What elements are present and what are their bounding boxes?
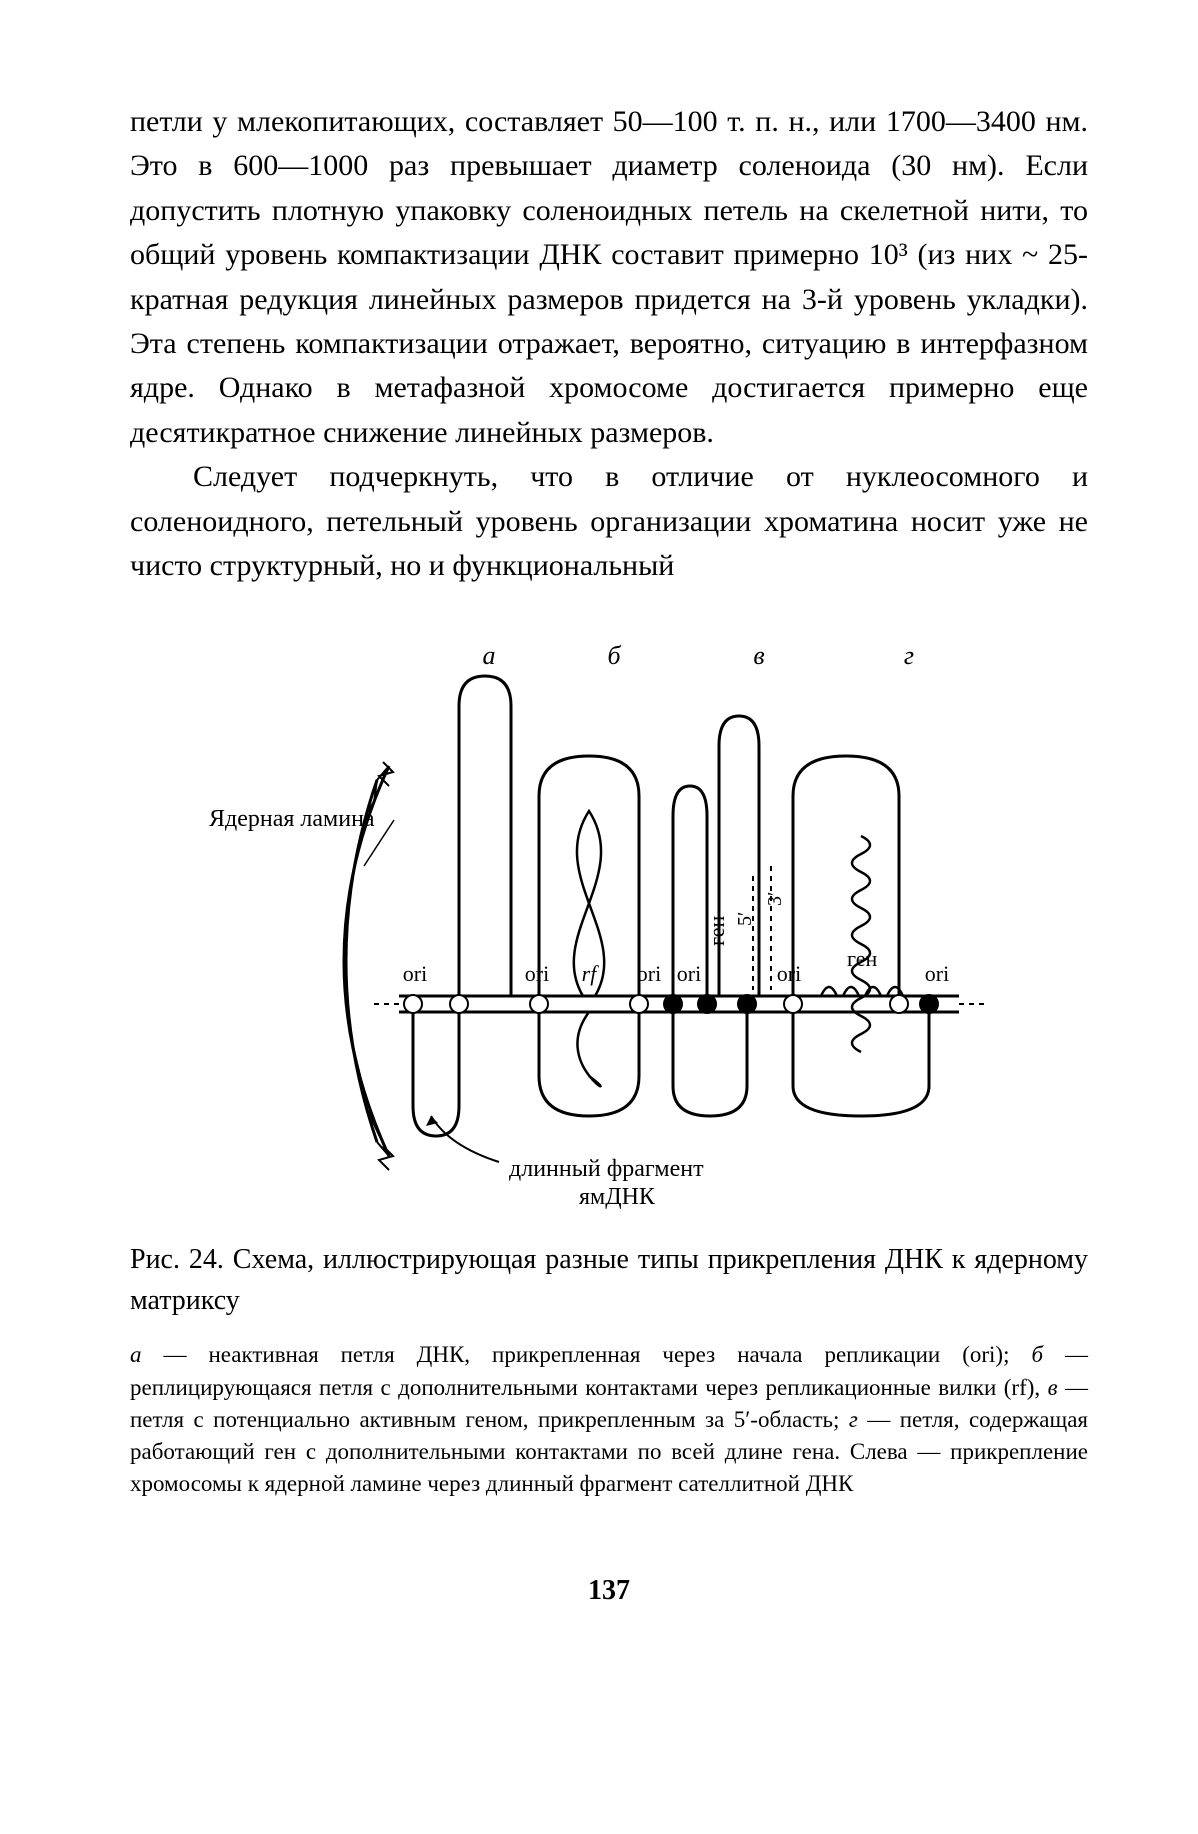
svg-text:ori: ori: [777, 961, 801, 986]
svg-text:ori: ori: [403, 961, 427, 986]
page-number: 137: [130, 1570, 1088, 1611]
figure-svg: абвгЯдерная ламинаoriorioriorioriorirfге…: [199, 616, 1019, 1216]
legend-g: г: [849, 1407, 858, 1432]
svg-text:ген: ген: [847, 946, 877, 971]
legend-a-text: — неактивная петля ДНК, прикрепленная че…: [142, 1342, 1032, 1367]
legend-v: в: [1048, 1375, 1058, 1400]
body-text: петли у млекопитающих, составляет 50—100…: [130, 100, 1088, 588]
figure-caption-main: Рис. 24. Схема, иллюстрирующая разные ти…: [130, 1240, 1088, 1321]
figure-caption-legend: а — неактивная петля ДНК, прикрепленная …: [130, 1339, 1088, 1500]
svg-text:ямДНК: ямДНК: [579, 1184, 656, 1210]
svg-text:ген: ген: [704, 916, 729, 946]
caption-text: Схема, иллюстрирующая разные типы прикре…: [130, 1244, 1088, 1316]
paragraph-2: Следует подчеркнуть, что в отличие от ну…: [130, 455, 1088, 588]
page: петли у млекопитающих, составляет 50—100…: [0, 0, 1198, 1834]
svg-text:rf: rf: [582, 961, 600, 986]
legend-b: б: [1031, 1342, 1043, 1367]
svg-text:5′: 5′: [734, 912, 756, 926]
caption-prefix: Рис. 24.: [130, 1244, 233, 1275]
svg-text:ori: ori: [525, 961, 549, 986]
svg-text:длинный фрагмент: длинный фрагмент: [509, 1156, 704, 1182]
figure-24: абвгЯдерная ламинаoriorioriorioriorirfге…: [199, 616, 1019, 1216]
svg-text:ori: ori: [925, 961, 949, 986]
svg-text:ori: ori: [677, 961, 701, 986]
svg-text:в: в: [753, 641, 764, 670]
svg-text:Ядерная ламина: Ядерная ламина: [209, 806, 375, 832]
svg-text:б: б: [607, 641, 621, 670]
svg-text:3′: 3′: [764, 892, 786, 906]
paragraph-1: петли у млекопитающих, составляет 50—100…: [130, 100, 1088, 455]
legend-a: а: [130, 1342, 142, 1367]
svg-text:а: а: [483, 641, 496, 670]
svg-text:г: г: [904, 641, 914, 670]
svg-text:ori: ori: [637, 961, 661, 986]
